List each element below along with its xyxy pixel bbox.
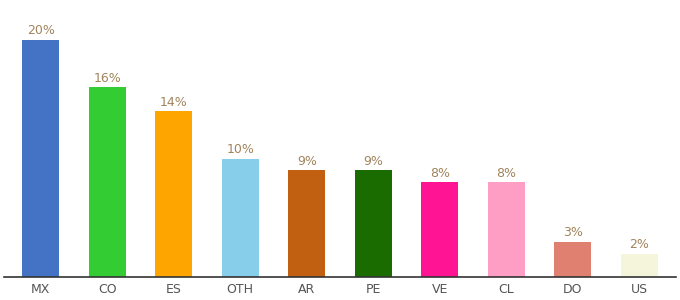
- Text: 9%: 9%: [296, 155, 317, 168]
- Text: 14%: 14%: [160, 96, 188, 109]
- Bar: [22, 40, 59, 277]
- Bar: [621, 254, 658, 277]
- Text: 16%: 16%: [93, 72, 121, 85]
- Bar: [89, 87, 126, 277]
- Bar: [554, 242, 591, 277]
- Text: 20%: 20%: [27, 24, 54, 38]
- Text: 8%: 8%: [430, 167, 449, 180]
- Bar: [288, 170, 325, 277]
- Text: 9%: 9%: [363, 155, 384, 168]
- Bar: [422, 182, 458, 277]
- Text: 2%: 2%: [629, 238, 649, 251]
- Text: 10%: 10%: [226, 143, 254, 156]
- Bar: [156, 111, 192, 277]
- Bar: [355, 170, 392, 277]
- Bar: [222, 158, 258, 277]
- Bar: [488, 182, 524, 277]
- Text: 8%: 8%: [496, 167, 516, 180]
- Text: 3%: 3%: [563, 226, 583, 239]
